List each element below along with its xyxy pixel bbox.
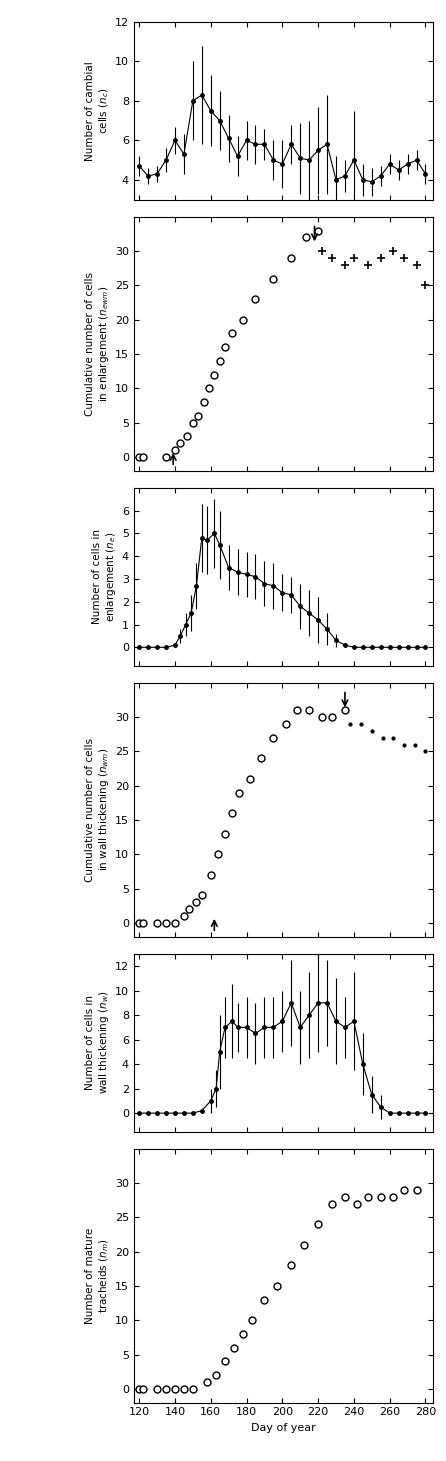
Y-axis label: Number of cambial
cells $(n_c)$: Number of cambial cells $(n_c)$ xyxy=(85,61,111,161)
Y-axis label: Number of cells in
enlargement $(n_e)$: Number of cells in enlargement $(n_e)$ xyxy=(91,529,118,624)
Y-axis label: Number of cells in
wall thickening $(n_w)$: Number of cells in wall thickening $(n_w… xyxy=(85,991,111,1094)
Y-axis label: Cumulative number of cells
in enlargement $(n_{ewm})$: Cumulative number of cells in enlargemen… xyxy=(85,272,111,416)
Y-axis label: Cumulative number of cells
in wall thickening $(n_{wm})$: Cumulative number of cells in wall thick… xyxy=(85,738,111,881)
Y-axis label: Number of mature
tracheids $(n_m)$: Number of mature tracheids $(n_m)$ xyxy=(85,1227,111,1324)
X-axis label: Day of year: Day of year xyxy=(251,1423,316,1433)
